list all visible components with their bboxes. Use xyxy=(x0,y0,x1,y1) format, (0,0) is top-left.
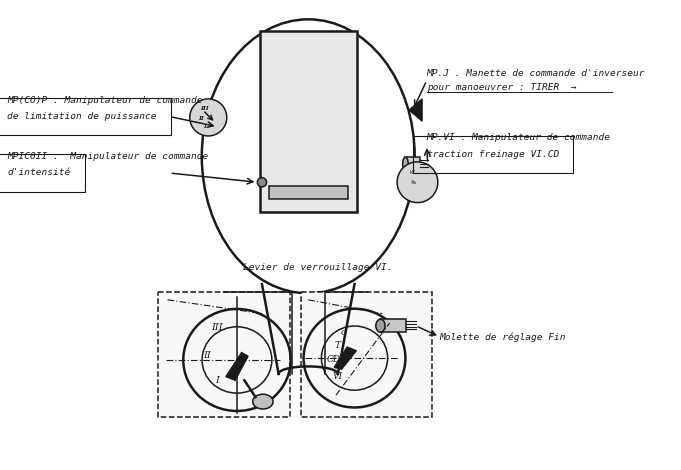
Text: III: III xyxy=(200,106,209,111)
Text: MP.VI . Manipulateur de commande: MP.VI . Manipulateur de commande xyxy=(427,133,611,142)
Text: I: I xyxy=(203,124,206,129)
Bar xyxy=(381,319,407,332)
Text: Molette de réglage Fin: Molette de réglage Fin xyxy=(440,332,566,342)
Polygon shape xyxy=(409,99,422,121)
Bar xyxy=(270,186,348,199)
Bar xyxy=(260,31,358,212)
Bar xyxy=(405,157,420,170)
Text: MP.J . Manette de commande d'inverseur: MP.J . Manette de commande d'inverseur xyxy=(427,69,645,78)
Text: Levier de verrouillage VI.: Levier de verrouillage VI. xyxy=(243,263,393,272)
Bar xyxy=(158,292,289,417)
Text: traction freinage VI.CD: traction freinage VI.CD xyxy=(427,150,559,159)
Text: pour manoeuvrer : TIRER  →: pour manoeuvrer : TIRER → xyxy=(427,83,576,92)
Text: I: I xyxy=(215,376,219,385)
Text: II: II xyxy=(198,116,204,121)
Text: T: T xyxy=(335,341,341,350)
Text: kV: kV xyxy=(409,171,415,175)
Bar xyxy=(301,292,432,417)
Text: MP(CO)P . Manipulateur de commande: MP(CO)P . Manipulateur de commande xyxy=(7,96,203,105)
Circle shape xyxy=(257,178,266,187)
Polygon shape xyxy=(334,347,356,369)
Text: II: II xyxy=(204,351,211,360)
Text: de limitation de puissance: de limitation de puissance xyxy=(7,112,157,121)
Ellipse shape xyxy=(402,157,408,170)
Ellipse shape xyxy=(376,319,385,332)
Ellipse shape xyxy=(190,99,227,136)
Polygon shape xyxy=(226,352,248,380)
Text: VI: VI xyxy=(333,372,343,381)
Text: 4a: 4a xyxy=(411,180,417,185)
Ellipse shape xyxy=(253,394,273,409)
Text: MPIC0II .  Manipulateur de commande: MPIC0II . Manipulateur de commande xyxy=(7,152,208,161)
Text: o: o xyxy=(340,328,346,337)
Ellipse shape xyxy=(397,162,438,203)
Text: d'intensité: d'intensité xyxy=(7,168,71,178)
Text: CD: CD xyxy=(327,355,341,364)
Text: III: III xyxy=(211,323,223,332)
